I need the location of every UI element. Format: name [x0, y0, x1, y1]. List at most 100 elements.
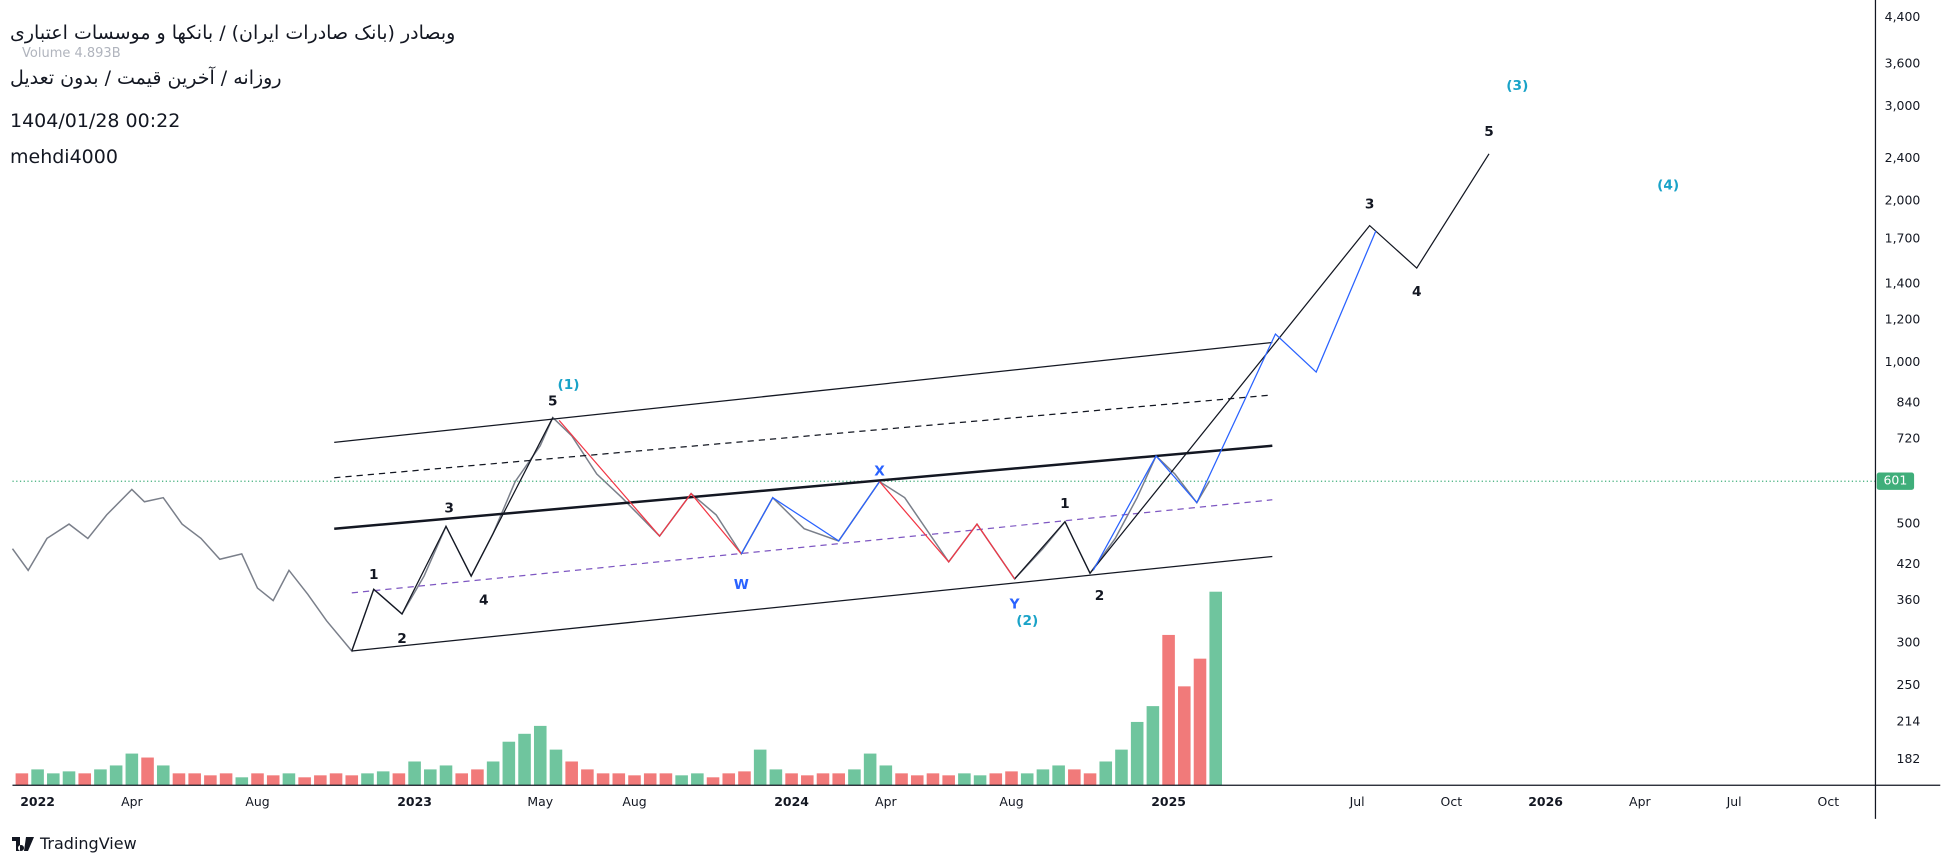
- x-tick-label: 2022: [20, 794, 55, 809]
- volume-bar: [565, 761, 578, 786]
- trend-drawing: [1092, 230, 1377, 571]
- brand: TradingView: [12, 834, 137, 853]
- y-tick-label: 1,400: [1885, 276, 1921, 291]
- volume-bar: [628, 775, 641, 786]
- y-tick-label: 3,000: [1885, 98, 1921, 113]
- wave-label: (1): [558, 377, 580, 393]
- volume-bar: [1162, 634, 1175, 786]
- volume-bar: [314, 775, 327, 786]
- volume-bar: [1083, 773, 1097, 786]
- volume-bar: [266, 775, 280, 786]
- trend-drawing: [351, 499, 1273, 594]
- brand-text: TradingView: [40, 834, 137, 853]
- volume-bar: [188, 773, 201, 786]
- volume-bar: [738, 771, 751, 786]
- trend-drawing: [351, 555, 1273, 652]
- volume-bar: [596, 773, 610, 786]
- volume-bar: [1005, 771, 1018, 786]
- volume-bar: [958, 773, 971, 786]
- volume-bar: [1068, 769, 1081, 786]
- volume-bar: [533, 725, 547, 786]
- x-tick-label: Aug: [245, 794, 269, 809]
- volume-bar: [973, 775, 987, 786]
- y-tick-label: 420: [1897, 556, 1921, 571]
- volume-bar: [769, 769, 783, 786]
- volume-bar: [706, 777, 720, 786]
- volume-pane: [15, 591, 1222, 786]
- brand-logo: [12, 836, 34, 851]
- wave-label: 1: [369, 567, 379, 583]
- x-tick-label: Jul: [1349, 794, 1365, 809]
- volume-bar: [612, 773, 626, 786]
- y-tick-label: 182: [1897, 751, 1921, 766]
- wave-label: 5: [1484, 124, 1494, 140]
- y-tick-label: 250: [1897, 677, 1921, 692]
- volume-bar: [282, 773, 296, 786]
- volume-bar: [94, 769, 107, 786]
- volume-bar: [141, 757, 154, 786]
- volume-bar: [518, 733, 531, 786]
- trend-drawing: [740, 481, 881, 555]
- volume-bar: [816, 773, 830, 786]
- volume-bar: [1052, 765, 1065, 786]
- volume-bar: [1036, 769, 1050, 786]
- volume-bar: [1193, 658, 1207, 786]
- x-tick-label: Oct: [1441, 794, 1463, 809]
- volume-bar: [1178, 686, 1191, 786]
- x-tick-label: 2025: [1151, 794, 1186, 809]
- volume-bar: [1099, 761, 1113, 786]
- volume-bar: [801, 775, 814, 786]
- volume-bar: [47, 773, 60, 786]
- volume-bar: [879, 765, 893, 786]
- volume-bar: [62, 771, 76, 786]
- y-tick-label: 1,700: [1885, 230, 1921, 245]
- author: mehdi4000: [8, 146, 120, 168]
- wave-label: (2): [1016, 613, 1038, 629]
- volume-bar: [156, 765, 170, 786]
- trend-drawing: [334, 341, 1273, 443]
- axes: 1822142503003604205007208401,0001,2001,4…: [12, 0, 1941, 819]
- wave-label: 4: [1412, 284, 1422, 300]
- volume-bar: [659, 773, 673, 786]
- volume-bar: [298, 777, 311, 786]
- volume-bar: [392, 773, 406, 786]
- volume-bar: [832, 773, 845, 786]
- volume-bar: [471, 769, 484, 786]
- x-tick-label: 2023: [397, 794, 432, 809]
- volume-bar: [1130, 721, 1144, 786]
- trend-drawing: [558, 419, 742, 555]
- y-tick-label: 360: [1897, 592, 1921, 607]
- x-tick-label: Apr: [121, 794, 143, 809]
- volume-bar: [549, 749, 563, 786]
- x-tick-label: Jul: [1726, 794, 1742, 809]
- volume-bar: [848, 769, 861, 786]
- volume-bar: [989, 773, 1003, 786]
- volume-bar: [15, 773, 29, 786]
- x-tick-label: Oct: [1818, 794, 1840, 809]
- volume-bar: [109, 765, 123, 786]
- symbol-title: وبصادر (بانک صادرات ایران) / بانکها و مو…: [8, 22, 458, 44]
- volume-bar: [408, 761, 421, 786]
- trend-drawing: [1014, 153, 1490, 580]
- volume-bar: [942, 775, 955, 786]
- wave-label: 3: [444, 501, 454, 517]
- volume-bar: [753, 749, 767, 786]
- volume-bar: [172, 773, 186, 786]
- volume-bar: [895, 773, 908, 786]
- volume-bar: [785, 773, 798, 786]
- y-tick-label: 1,000: [1885, 354, 1921, 369]
- x-tick-label: 2026: [1528, 794, 1563, 809]
- chart-settings: روزانه / آخرین قیمت / بدون تعدیل: [8, 67, 284, 89]
- trend-drawing: [351, 417, 554, 652]
- volume-bar: [581, 769, 594, 786]
- wave-label: 2: [1095, 588, 1105, 604]
- x-tick-label: 2024: [774, 794, 809, 809]
- volume-bar: [376, 771, 390, 786]
- timestamp: 1404/01/28 00:22: [8, 110, 183, 132]
- volume-bar: [251, 773, 264, 786]
- volume-bar: [1146, 706, 1160, 786]
- y-tick-label: 1,200: [1885, 312, 1921, 327]
- y-tick-label: 500: [1897, 516, 1921, 531]
